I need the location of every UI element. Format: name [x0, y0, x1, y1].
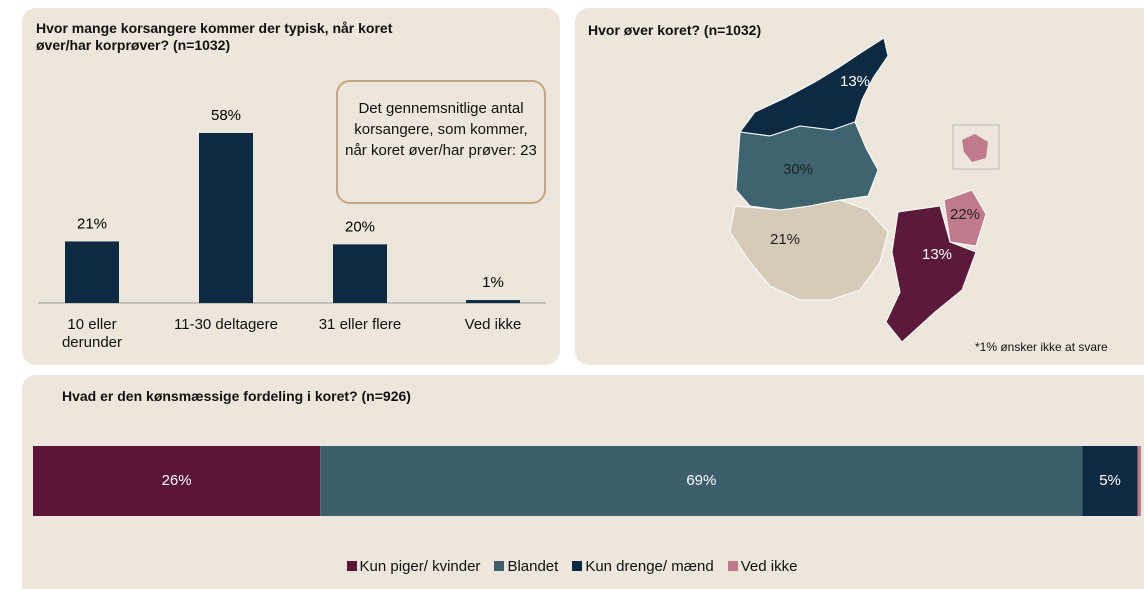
footnote: *1% ønsker ikke at svare — [975, 340, 1108, 354]
legend-item: Ved ikke — [727, 558, 798, 575]
legend-item: Kun drenge/ mænd — [572, 558, 714, 575]
bar-segment — [33, 446, 321, 516]
data-label: 13% — [840, 73, 870, 90]
data-label: 21% — [770, 231, 800, 248]
x-tick-label: 11-30 deltagere — [174, 316, 278, 333]
data-label: 22% — [950, 206, 980, 223]
data-label: 69% — [686, 472, 716, 489]
x-tick-label: Ved ikke — [464, 316, 522, 333]
inset-box — [952, 124, 1000, 170]
chart-title: Hvor øver koret? (n=1032) — [588, 22, 762, 38]
map-region — [943, 189, 987, 247]
data-label: 21% — [77, 215, 107, 232]
legend-label: Blandet — [507, 558, 559, 575]
data-label: 1% — [482, 274, 504, 291]
legend-swatch — [346, 561, 357, 571]
map-region — [735, 121, 879, 211]
panel — [22, 8, 560, 365]
chart-title: Hvor mange korsangere kommer der typisk,… — [36, 20, 393, 53]
data-label: 30% — [783, 161, 813, 178]
data-label: 13% — [922, 246, 952, 263]
legend-swatch — [494, 561, 505, 571]
bar-segment — [1082, 446, 1138, 516]
x-tick-label: 31 eller flere — [318, 316, 402, 333]
legend-item: Blandet — [494, 558, 558, 575]
map-region — [729, 199, 889, 301]
legend-label: Kun piger/ kvinder — [359, 558, 481, 575]
data-label: 20% — [345, 218, 375, 235]
chart-title: Hvad er den kønsmæssige fordeling i kore… — [62, 388, 411, 404]
inset-island — [962, 134, 988, 162]
bar — [466, 300, 520, 303]
annotation: Det gennemsnitlige antal korsangere, som… — [336, 80, 546, 204]
bar — [199, 133, 253, 303]
data-label: 26% — [162, 472, 192, 489]
legend-swatch — [572, 561, 583, 571]
x-tick-label: 10 eller derunder — [61, 316, 123, 351]
map-region — [885, 205, 977, 343]
data-label: 58% — [211, 107, 241, 124]
legend-label: Ved ikke — [740, 558, 798, 575]
bar — [333, 244, 387, 303]
bar-segment — [320, 446, 1083, 516]
legend-label: Kun drenge/ mænd — [585, 558, 714, 575]
bar — [65, 241, 119, 303]
data-label: 5% — [1099, 472, 1121, 489]
legend: Kun piger/ kvinder Blandet Kun drenge/ mæn… — [0, 558, 1144, 575]
legend-swatch — [727, 561, 738, 571]
bar-segment — [1137, 446, 1141, 516]
legend-item: Kun piger/ kvinder — [346, 558, 481, 575]
